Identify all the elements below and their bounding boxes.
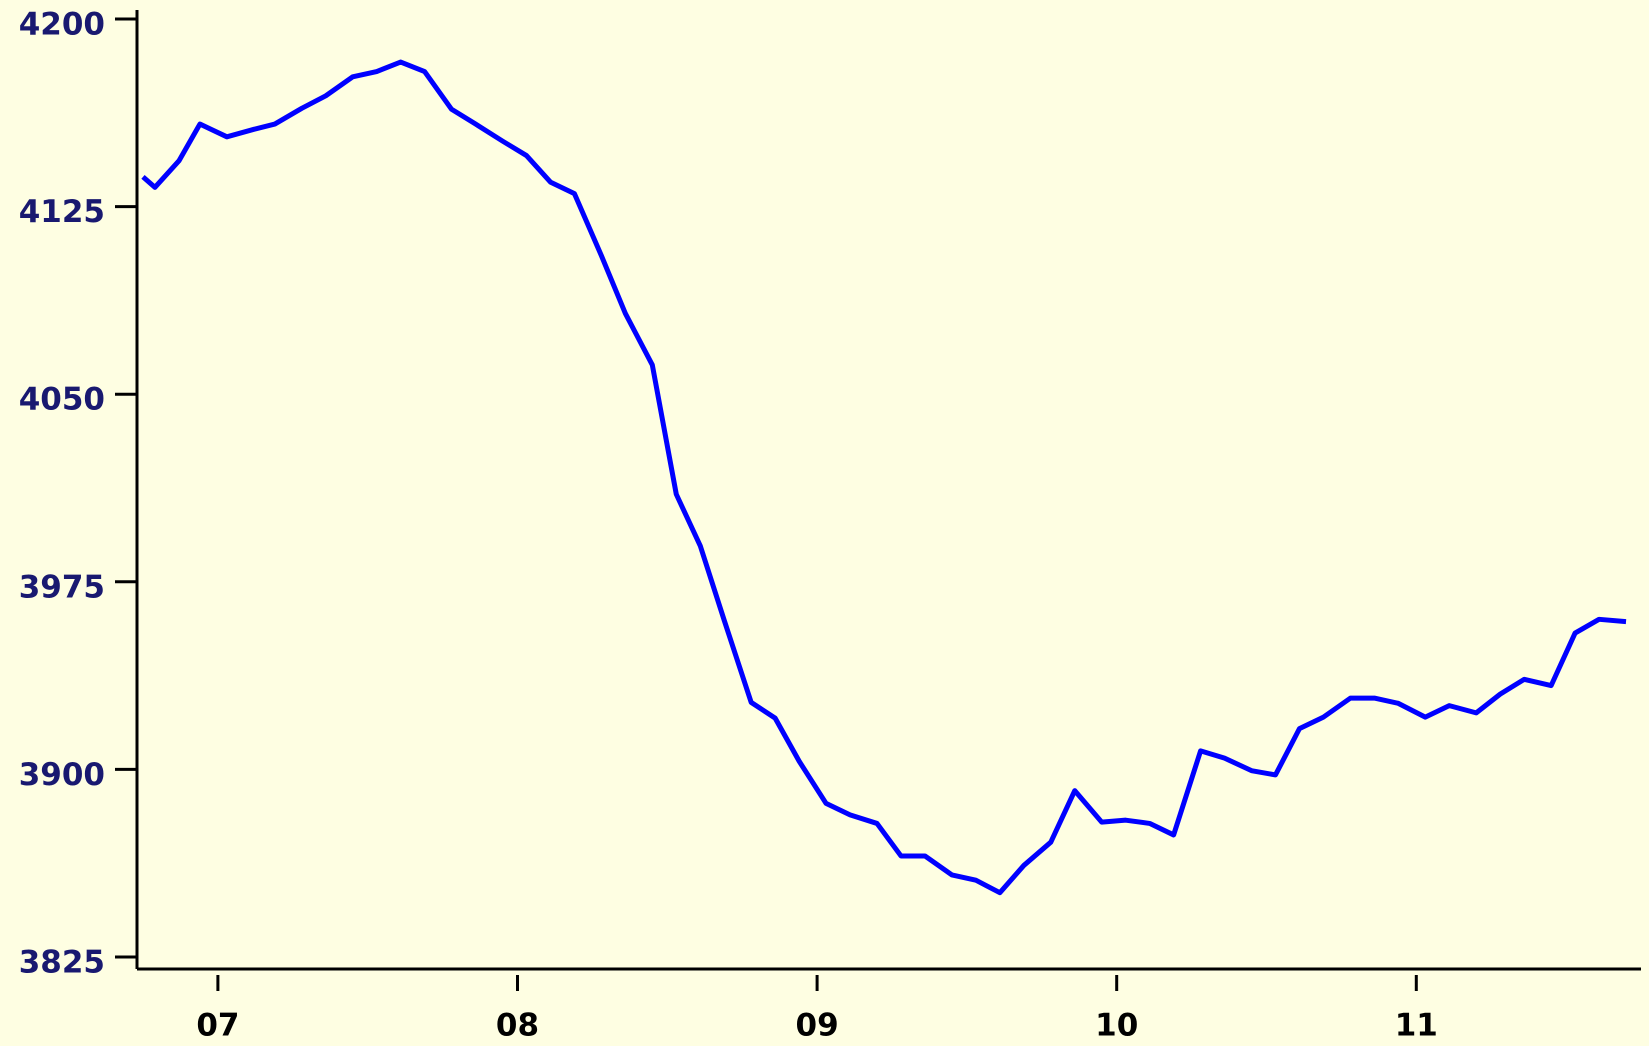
y-tick-label: 4050 <box>19 382 105 418</box>
x-tick-label: 11 <box>1395 1008 1438 1044</box>
y-tick-label: 3900 <box>19 757 105 793</box>
y-tick-label: 3825 <box>19 945 105 981</box>
y-tick-label: 4200 <box>19 7 105 43</box>
x-tick-label: 10 <box>1095 1008 1138 1044</box>
y-tick-label: 3975 <box>19 569 105 605</box>
x-tick-label: 09 <box>796 1008 839 1044</box>
y-tick-label: 4125 <box>19 194 105 230</box>
x-tick-label: 08 <box>496 1008 539 1044</box>
x-tick-label: 07 <box>196 1008 239 1044</box>
line-series <box>141 59 1627 896</box>
